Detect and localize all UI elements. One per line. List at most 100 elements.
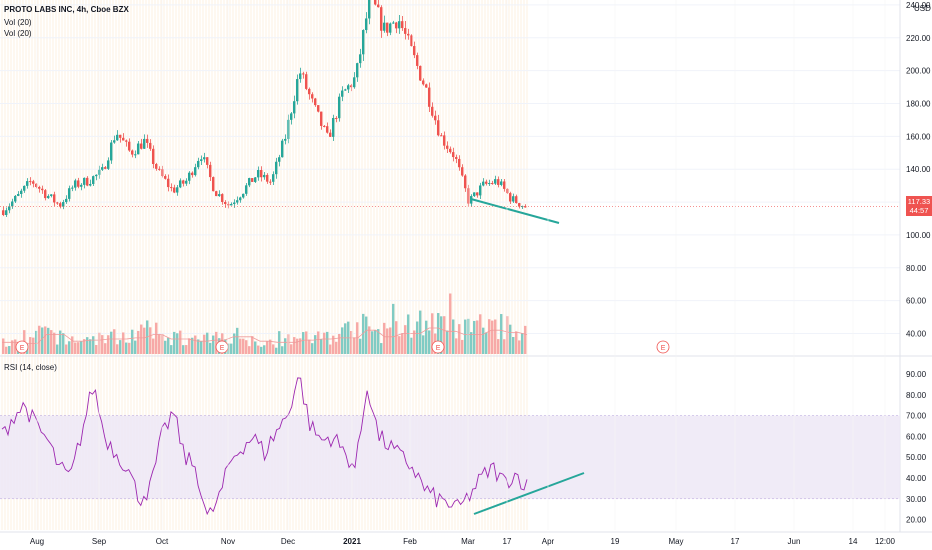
rsi-tick-label: 90.00 (906, 370, 927, 379)
candle-body (236, 200, 239, 203)
candle-body (11, 201, 14, 207)
candle-body (512, 196, 515, 202)
volume-bar (32, 337, 35, 354)
volume-bar (2, 338, 5, 354)
volume-bar (179, 330, 182, 354)
volume-bar (404, 325, 407, 354)
volume-bar (182, 345, 185, 354)
candle-body (461, 167, 464, 176)
volume-legend-2[interactable]: Vol (20) (4, 29, 32, 38)
candle-body (494, 179, 497, 184)
interval-label: 4h (76, 5, 87, 14)
candle-body (518, 203, 521, 207)
volume-legend-1[interactable]: Vol (20) (4, 18, 32, 27)
candle-body (200, 159, 203, 161)
candle-body (410, 35, 413, 47)
volume-bar (158, 334, 161, 354)
volume-bar (143, 327, 146, 354)
candle-body (395, 22, 398, 29)
volume-bar (386, 328, 389, 354)
candle-body (53, 194, 56, 203)
candle-body (320, 111, 323, 126)
candle-body (191, 172, 194, 176)
volume-bar (470, 332, 473, 354)
volume-bar (119, 340, 122, 354)
candle-body (290, 113, 293, 120)
candle-body (224, 201, 227, 204)
candle-body (428, 87, 431, 107)
volume-bar (194, 335, 197, 354)
volume-bar (203, 334, 206, 354)
time-tick-label: Sep (92, 537, 107, 546)
candle-body (413, 46, 416, 56)
candle-body (431, 106, 434, 116)
volume-bar (113, 329, 116, 354)
candle-body (338, 96, 341, 119)
candle-body (134, 154, 137, 156)
volume-bar (473, 320, 476, 354)
candle-body (32, 181, 35, 184)
candle-body (314, 98, 317, 106)
candle-body (155, 164, 158, 169)
volume-bar (272, 344, 275, 354)
volume-bar (377, 329, 380, 354)
candle-body (209, 164, 212, 178)
candle-body (5, 210, 8, 216)
candle-body (449, 148, 452, 153)
volume-bar (509, 324, 512, 354)
volume-bar (323, 332, 326, 354)
volume-bar (458, 324, 461, 354)
volume-bar (416, 321, 419, 354)
candle-body (404, 28, 407, 34)
volume-bar (50, 330, 53, 354)
candle-body (86, 177, 89, 186)
candle-body (476, 192, 479, 196)
volume-bar (101, 335, 104, 354)
candle-body (26, 181, 29, 186)
volume-bar (491, 320, 494, 354)
volume-bar (281, 346, 284, 354)
candle-body (71, 187, 74, 189)
candle-body (242, 193, 245, 198)
price-tick-label: 140.00 (906, 165, 931, 174)
volume-bar (137, 330, 140, 354)
symbol-legend[interactable]: PROTO LABS INC, 4h, Cboe BZX (4, 5, 129, 14)
candle-body (143, 138, 146, 149)
candle-body (398, 21, 401, 29)
rsi-legend[interactable]: RSI (14, close) (4, 363, 57, 372)
candle-body (344, 89, 347, 91)
candle-body (434, 115, 437, 121)
candle-body (65, 198, 68, 203)
volume-bar (341, 327, 344, 354)
volume-bar (131, 329, 134, 354)
candle-body (35, 183, 38, 187)
candle-body (416, 55, 419, 66)
candle-body (119, 134, 122, 138)
candle-body (62, 202, 65, 207)
candle-body (497, 179, 500, 185)
volume-bar (512, 336, 515, 354)
volume-bar (368, 326, 371, 354)
candle-body (245, 185, 248, 194)
volume-bar (446, 330, 449, 354)
candle-body (359, 54, 362, 64)
volume-bar (230, 343, 233, 354)
volume-bar (65, 344, 68, 354)
volume-bar (191, 337, 194, 354)
volume-bar (419, 310, 422, 354)
volume-bar (338, 333, 341, 354)
candle-body (38, 186, 41, 189)
candle-body (485, 181, 488, 184)
volume-bar (413, 330, 416, 354)
candle-body (269, 181, 272, 183)
time-tick-label: Apr (542, 537, 555, 546)
candle-body (8, 206, 11, 211)
candle-body (212, 177, 215, 192)
candle-body (125, 140, 128, 142)
candle-body (323, 125, 326, 127)
time-tick-label: Feb (403, 537, 417, 546)
candle-body (488, 183, 491, 185)
candle-body (284, 138, 287, 141)
candle-body (317, 105, 320, 112)
